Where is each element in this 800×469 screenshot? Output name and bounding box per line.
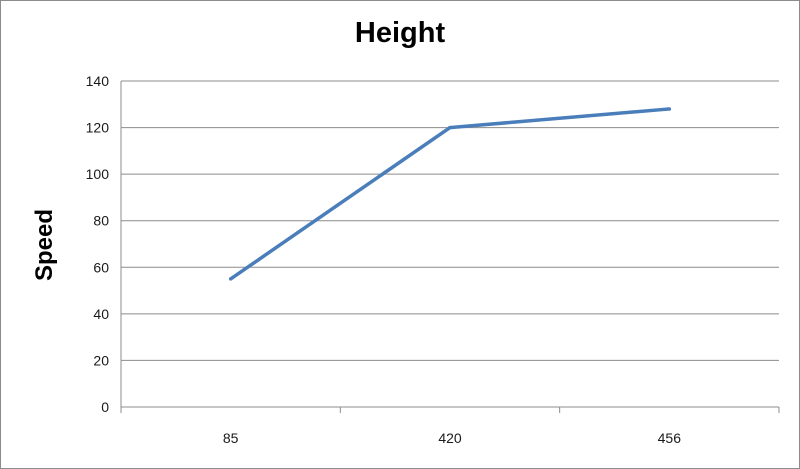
y-tick-label: 0 [101,399,109,415]
y-tick-label: 60 [93,259,109,275]
x-tick-label: 456 [658,430,682,446]
y-tick-label: 140 [86,73,110,89]
data-point [228,277,233,281]
y-tick-label: 80 [93,213,109,229]
x-tick-label: 420 [438,430,462,446]
data-point [667,107,672,111]
y-tick-label: 40 [93,306,109,322]
y-tick-label: 120 [86,120,110,136]
series-line [229,107,670,281]
y-tick-label: 20 [93,352,109,368]
x-tick-label: 85 [223,430,239,446]
chart-title: Height [354,17,446,49]
data-point [448,125,452,130]
y-tick-label: 100 [86,166,110,182]
